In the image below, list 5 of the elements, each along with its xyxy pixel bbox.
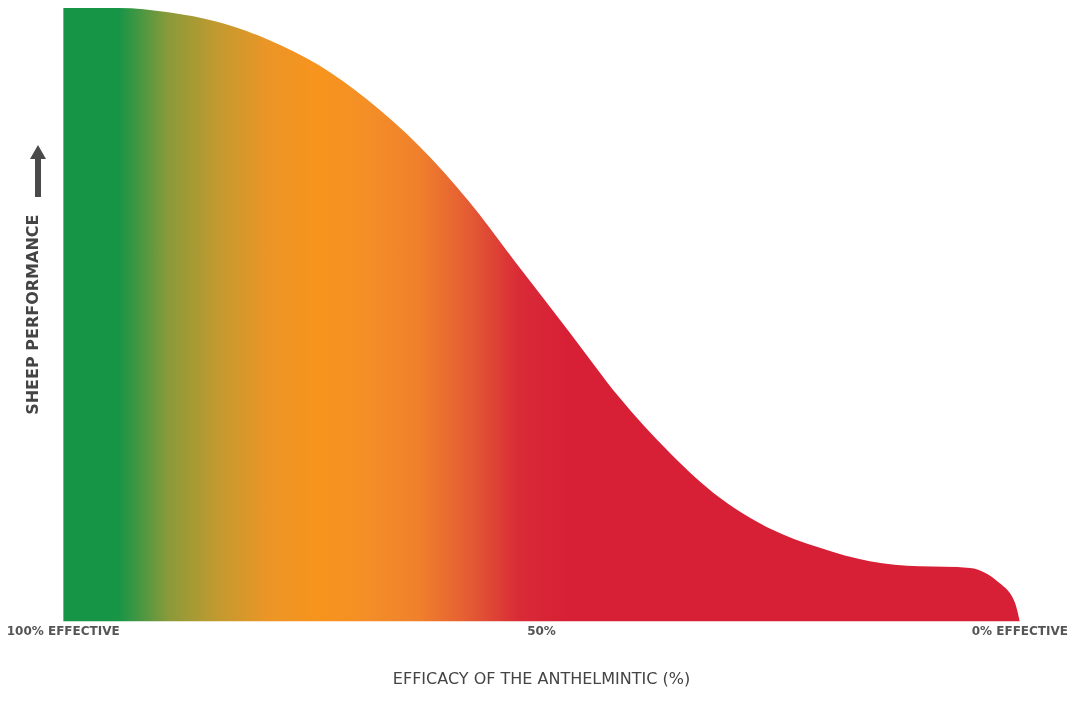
x-tick-label: 0% EFFECTIVE xyxy=(971,623,1068,638)
x-tick-label: 50% xyxy=(527,623,556,638)
x-axis-title: EFFICACY OF THE ANTHELMINTIC (%) xyxy=(392,668,691,688)
x-tick-label: 100% EFFECTIVE xyxy=(6,623,120,638)
y-axis-title: SHEEP PERFORMANCE xyxy=(22,214,42,415)
